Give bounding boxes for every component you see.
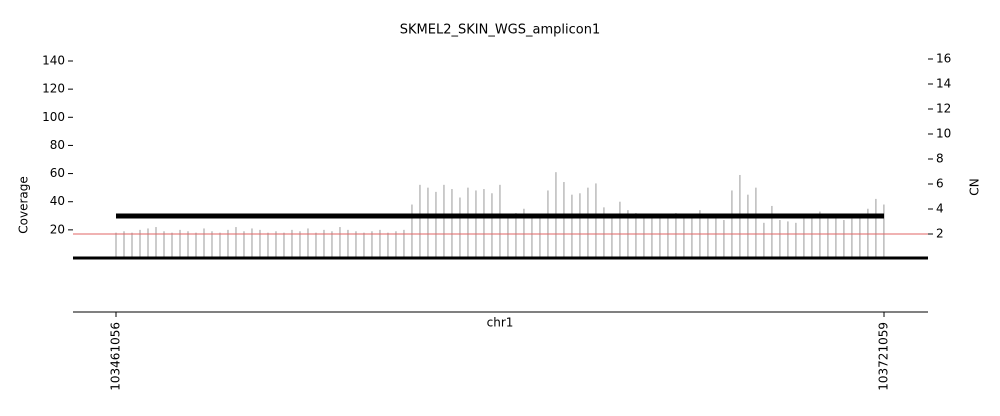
y2-axis-label: CN bbox=[968, 178, 982, 195]
y-tick-label: 60 bbox=[50, 166, 65, 180]
y-tick-label: 20 bbox=[50, 222, 65, 236]
y-tick-label: 40 bbox=[50, 194, 65, 208]
y2-tick-label: 14 bbox=[936, 77, 951, 91]
y2-tick-label: 16 bbox=[936, 52, 951, 66]
y-tick-label: 120 bbox=[42, 82, 65, 96]
x-tick-label: 103721059 bbox=[877, 322, 891, 391]
y2-tick-label: 8 bbox=[936, 152, 944, 166]
y2-tick-label: 6 bbox=[936, 177, 944, 191]
y-tick-label: 100 bbox=[42, 110, 65, 124]
y-tick-label: 80 bbox=[50, 138, 65, 152]
y2-tick-label: 10 bbox=[936, 127, 951, 141]
y-axis-label: Coverage bbox=[17, 176, 31, 234]
chart-title: SKMEL2_SKIN_WGS_amplicon1 bbox=[400, 23, 600, 38]
x-tick-label: 103461056 bbox=[108, 322, 122, 391]
y2-tick-label: 4 bbox=[936, 202, 944, 216]
y-tick-label: 140 bbox=[42, 54, 65, 68]
x-axis-label: chr1 bbox=[487, 316, 514, 330]
y2-tick-label: 2 bbox=[936, 227, 944, 241]
y2-tick-label: 12 bbox=[936, 102, 951, 116]
